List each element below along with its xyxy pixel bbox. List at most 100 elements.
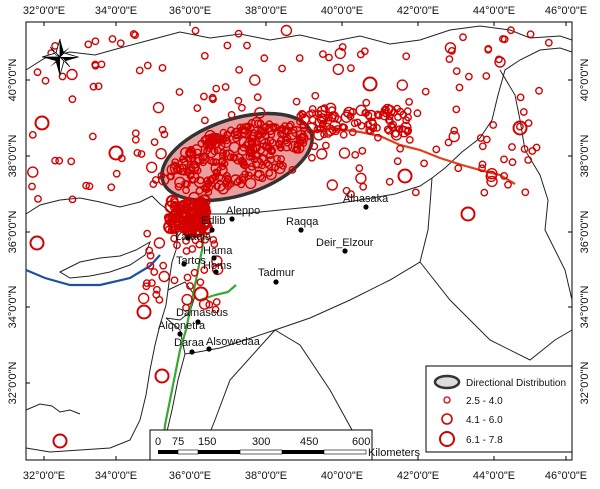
- earthquake-circle: [482, 72, 491, 80]
- earthquake-circle: [233, 178, 242, 186]
- earthquake-circle: [316, 124, 325, 133]
- city-label: Daraa: [174, 337, 205, 349]
- earthquake-circle: [202, 134, 210, 143]
- earthquake-circle: [265, 168, 277, 181]
- earthquake-circle: [362, 76, 378, 92]
- earthquake-circle: [150, 138, 159, 147]
- earthquake-circle: [325, 53, 333, 62]
- iran-border-south: [499, 69, 573, 301]
- north-arrow-icon: [41, 38, 80, 77]
- earthquake-circle: [158, 64, 167, 72]
- earthquake-circle: [243, 41, 251, 50]
- earthquake-circle: [494, 55, 503, 64]
- earthquake-circle: [195, 229, 204, 238]
- earthquake-circle: [288, 165, 297, 174]
- earthquake-circle: [448, 130, 460, 143]
- earthquake-circle: [193, 156, 202, 165]
- top-longitude-label: 32°0'0"E: [23, 5, 65, 17]
- earthquake-circle: [182, 180, 191, 189]
- earthquake-circle: [146, 251, 155, 260]
- city-marker: [363, 204, 369, 210]
- earthquake-circle: [251, 116, 263, 129]
- earthquake-circle: [445, 55, 454, 63]
- earthquake-circle: [146, 261, 155, 270]
- earthquake-circle: [389, 108, 398, 117]
- earthquake-circle: [305, 110, 314, 119]
- bottom-longitude-label: 38°0'0"E: [245, 470, 287, 482]
- earthquake-circle: [358, 146, 367, 155]
- earthquake-circle: [271, 163, 279, 172]
- earthquake-circle: [252, 144, 261, 153]
- earthquake-circle: [338, 147, 351, 159]
- earthquake-circle: [131, 129, 140, 138]
- earthquake-circle: [248, 139, 257, 148]
- earthquake-circle: [88, 132, 97, 141]
- earthquake-circle: [210, 240, 219, 249]
- legend-small-circle: [443, 396, 451, 404]
- city-marker: [211, 255, 217, 261]
- earthquake-circle: [170, 234, 179, 243]
- scale-label-75: 75: [172, 436, 184, 448]
- earthquake-circle: [452, 67, 461, 76]
- earthquake-circle: [283, 134, 292, 143]
- earthquake-circle: [91, 37, 100, 46]
- earthquake-circle: [500, 155, 508, 164]
- left-latitude-label: 38°0'0"N: [7, 135, 19, 178]
- bottom-longitude-label: 42°0'0"E: [397, 470, 439, 482]
- bottom-longitude-label: 36°0'0"E: [169, 470, 211, 482]
- earthquake-circle: [245, 171, 253, 180]
- legend-item-large: 6.1 - 7.8: [466, 435, 503, 446]
- city-marker: [181, 261, 187, 267]
- earthquake-circle: [29, 235, 45, 251]
- earthquake-circle: [359, 182, 368, 191]
- earthquake-circle: [235, 66, 244, 74]
- earthquake-circle: [321, 141, 330, 150]
- city-label: Tadmur: [258, 267, 295, 279]
- earthquake-circle: [209, 235, 218, 244]
- city-label: Damascus: [176, 307, 228, 319]
- earthquake-circle: [512, 120, 528, 136]
- earthquake-circle: [218, 157, 227, 166]
- earthquake-circle: [145, 246, 154, 255]
- earthquake-circle: [240, 161, 249, 170]
- earthquake-circle: [373, 133, 382, 142]
- scale-label-0: 0: [155, 436, 161, 448]
- city-label: Alsowedaa: [206, 336, 261, 348]
- legend-item-medium: 4.1 - 6.0: [466, 415, 503, 426]
- earthquake-circle: [347, 190, 355, 199]
- earthquake-circle: [521, 188, 530, 197]
- earthquake-circle: [482, 135, 491, 144]
- scale-label-150: 150: [198, 436, 216, 448]
- earthquake-circle: [280, 122, 289, 131]
- earthquake-circle: [152, 101, 165, 114]
- legend-medium-circle: [441, 413, 453, 425]
- earthquake-circle: [203, 176, 212, 185]
- city-marker: [229, 216, 235, 222]
- earthquake-circle: [202, 185, 211, 194]
- earthquake-circle: [395, 125, 404, 134]
- earthquake-circle: [131, 31, 140, 39]
- earthquake-circle: [373, 110, 382, 119]
- right-latitude-label: 32°0'0"N: [579, 362, 591, 405]
- earthquake-circle: [170, 276, 179, 285]
- earthquake-circle: [339, 130, 348, 139]
- earthquake-circle: [405, 98, 413, 106]
- earthquake-circle: [224, 175, 233, 184]
- earthquake-circle: [157, 171, 166, 180]
- earthquake-circle: [205, 134, 214, 143]
- earthquake-circle: [348, 128, 357, 137]
- bottom-longitude-label: 46°0'0"E: [545, 470, 587, 482]
- earthquake-circle: [243, 123, 252, 132]
- earthquake-circle: [129, 30, 138, 38]
- earthquake-circle: [28, 182, 36, 191]
- earthquake-circle: [519, 108, 528, 116]
- earthquake-circle: [295, 129, 307, 142]
- earthquake-circle: [316, 148, 328, 160]
- city-label: Alqonetra: [158, 320, 206, 332]
- earthquake-circle: [362, 109, 370, 117]
- earthquake-circle: [338, 43, 347, 51]
- earthquake-circle: [329, 120, 341, 132]
- earthquake-circle: [346, 64, 355, 73]
- iraq-saudi-border: [419, 261, 573, 361]
- earthquake-circle: [316, 113, 329, 125]
